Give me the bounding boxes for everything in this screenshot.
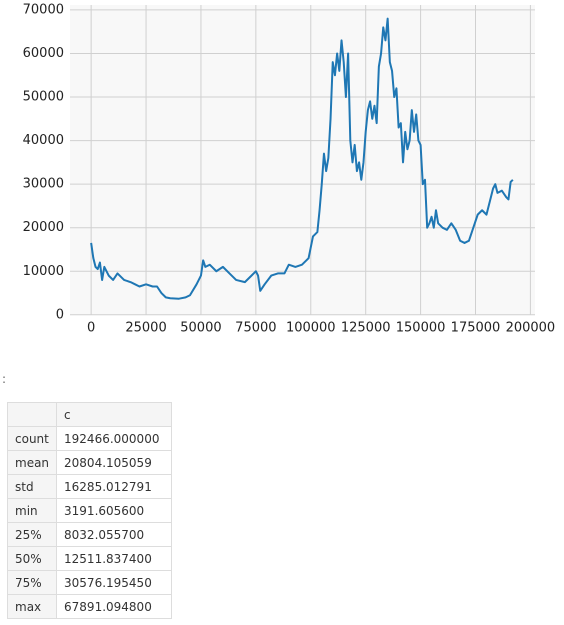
value-cell: 20804.105059 [56, 450, 173, 475]
x-tick-label: 75000 [235, 321, 276, 336]
y-tick-label: 50000 [23, 90, 64, 105]
table-row: count 192466.000000 [6, 426, 173, 451]
table-row: 75% 30576.195450 [6, 570, 173, 595]
header-cell [6, 402, 58, 427]
value-cell: 192466.000000 [56, 426, 173, 451]
y-tick-label: 70000 [23, 2, 64, 17]
value-cell: 30576.195450 [56, 570, 173, 595]
y-tick-label: 40000 [23, 133, 64, 148]
value-cell: 8032.055700 [56, 522, 173, 547]
index-cell: 50% [6, 546, 58, 571]
x-tick-label: 25000 [125, 321, 166, 336]
x-tick-label: 175000 [451, 321, 501, 336]
x-tick-label: 150000 [396, 321, 446, 336]
header-cell: c [56, 402, 173, 427]
table-row: std 16285.012791 [6, 474, 173, 499]
y-tick-label: 20000 [23, 220, 64, 235]
table-body: count 192466.000000 mean 20804.105059 std 162… [6, 426, 173, 619]
y-tick-label: 0 [56, 307, 64, 322]
table-row: mean 20804.105059 [6, 450, 173, 475]
y-tick-label: 10000 [23, 264, 64, 279]
y-tick-label: 60000 [23, 46, 64, 61]
value-cell: 12511.837400 [56, 546, 173, 571]
prompt: : [2, 372, 7, 386]
table-row: 25% 8032.055700 [6, 522, 173, 547]
plot-area [70, 5, 535, 315]
x-tick-label: 200000 [506, 321, 556, 336]
x-tick-label: 0 [87, 321, 95, 336]
header-row: c [6, 402, 173, 427]
y-tick-label: 30000 [23, 177, 64, 192]
index-cell: 75% [6, 570, 58, 595]
index-cell: mean [6, 450, 58, 475]
x-tick-label: 100000 [286, 321, 336, 336]
value-cell: 16285.012791 [56, 474, 173, 499]
line [90, 17, 514, 300]
index-cell: max [6, 594, 58, 619]
value-cell: 3191.605600 [56, 498, 173, 523]
table-row: max 67891.094800 [6, 594, 173, 619]
index-cell: count [6, 426, 58, 451]
index-cell: 25% [6, 522, 58, 547]
describe-table: c count 192466.000000 mean 20804.105059 std 1… [6, 402, 173, 619]
chart: 0 10000 20000 30000 40000 50000 60000 70000 0 250… [23, 2, 556, 336]
x-tick-label: 50000 [180, 321, 221, 336]
index-cell: min [6, 498, 58, 523]
index-cell: std [6, 474, 58, 499]
table-row: 50% 12511.837400 [6, 546, 173, 571]
value-cell: 67891.094800 [56, 594, 173, 619]
table-row: min 3191.605600 [6, 498, 173, 523]
x-tick-label: 125000 [341, 321, 391, 336]
